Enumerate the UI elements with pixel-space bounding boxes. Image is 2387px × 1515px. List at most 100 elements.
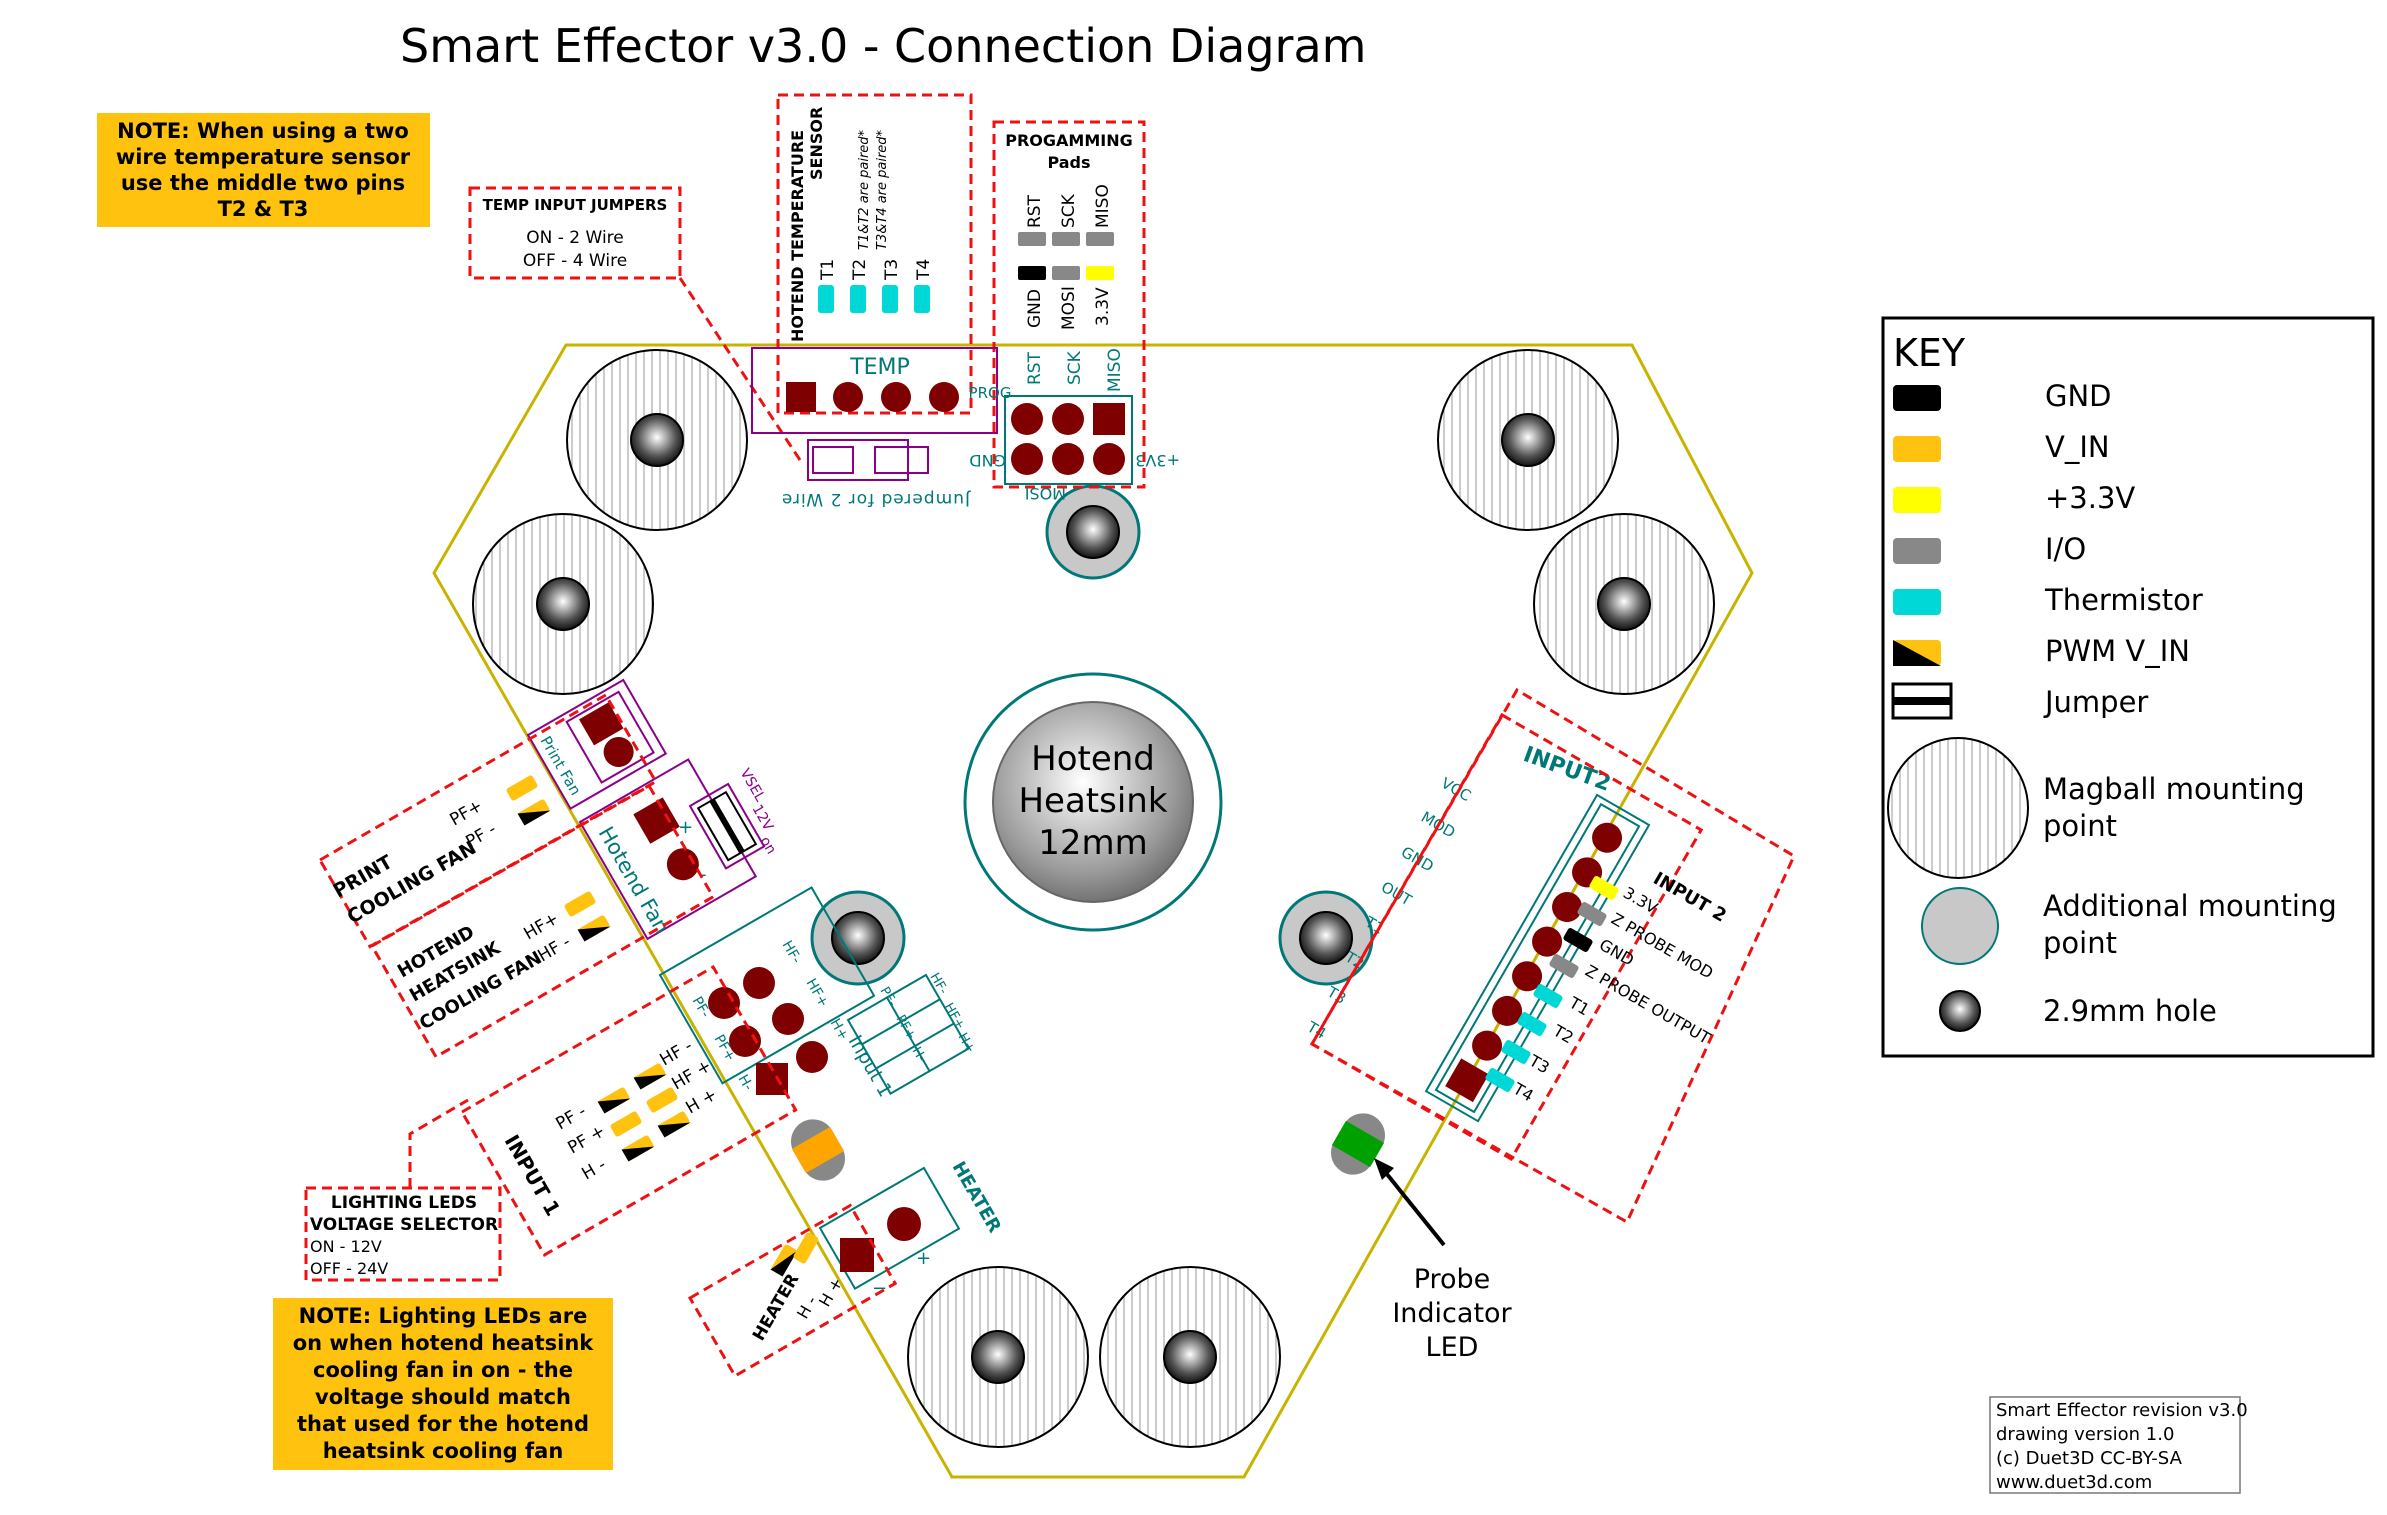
- svg-text:LED: LED: [1426, 1332, 1479, 1363]
- svg-text:H-: H-: [909, 1045, 929, 1065]
- svg-text:H+: H+: [955, 1031, 978, 1056]
- svg-text:H +: H +: [815, 1274, 847, 1310]
- legend-magball: Magball mounting point: [1887, 737, 2305, 879]
- svg-text:GND: GND: [1025, 289, 1045, 328]
- mounting-holes: [536, 413, 1651, 1384]
- svg-text:I/O: I/O: [2045, 532, 2086, 566]
- svg-text:RST: RST: [1025, 194, 1045, 228]
- svg-text:VOLTAGE SELECTOR: VOLTAGE SELECTOR: [310, 1215, 498, 1235]
- svg-text:V_IN: V_IN: [2045, 430, 2110, 464]
- svg-text:Input 1: Input 1: [844, 1032, 897, 1101]
- note-lighting: NOTE: Lighting LEDs are on when hotend h…: [273, 1298, 613, 1470]
- svg-text:+: +: [678, 817, 693, 838]
- svg-text:Jumper: Jumper: [2043, 685, 2148, 719]
- svg-text:www.duet3d.com: www.duet3d.com: [1996, 1472, 2152, 1493]
- page-title: Smart Effector v3.0 - Connection Diagram: [400, 19, 1366, 73]
- svg-text:+3.3V: +3.3V: [2045, 481, 2135, 515]
- legend-gnd: GND: [1893, 379, 2112, 413]
- svg-text:PROG: PROG: [969, 384, 1012, 402]
- svg-text:PF+: PF+: [893, 1013, 919, 1043]
- legend-33v: +3.3V: [1893, 481, 2135, 515]
- svg-text:that used for the hotend: that used for the hotend: [297, 1412, 589, 1436]
- svg-text:NOTE: Lighting LEDs are: NOTE: Lighting LEDs are: [299, 1304, 588, 1328]
- svg-text:cooling fan in on - the: cooling fan in on - the: [313, 1358, 573, 1382]
- svg-text:H -: H -: [579, 1155, 610, 1184]
- lighting-box: LIGHTING LEDS VOLTAGE SELECTOR ON - 12V …: [304, 1098, 502, 1282]
- svg-text:H +: H +: [683, 1085, 721, 1119]
- svg-text:HF-: HF-: [779, 938, 805, 966]
- legend-vin: V_IN: [1893, 430, 2110, 464]
- svg-text:Indicator: Indicator: [1392, 1298, 1512, 1329]
- svg-text:-: -: [700, 864, 707, 885]
- svg-text:VSEL: VSEL: [737, 766, 769, 805]
- svg-text:VCC: VCC: [1438, 774, 1474, 805]
- svg-text:PROGAMMING: PROGAMMING: [1005, 131, 1132, 150]
- svg-text:T3&T4 are paired*: T3&T4 are paired*: [875, 129, 890, 250]
- svg-text:Additional mounting: Additional mounting: [2043, 889, 2337, 923]
- svg-text:KEY: KEY: [1893, 331, 1966, 375]
- svg-text:Magball mounting: Magball mounting: [2043, 772, 2305, 806]
- svg-text:+3V3: +3V3: [1135, 451, 1180, 470]
- svg-text:(c) Duet3D CC-BY-SA: (c) Duet3D CC-BY-SA: [1996, 1448, 2183, 1469]
- svg-text:Thermistor: Thermistor: [2044, 583, 2203, 617]
- svg-text:PWM V_IN: PWM V_IN: [2045, 634, 2190, 668]
- svg-text:wire temperature sensor: wire temperature sensor: [116, 145, 411, 169]
- probe-led: [1331, 1113, 1385, 1175]
- svg-text:T3: T3: [882, 259, 902, 281]
- svg-text:TEMP: TEMP: [849, 355, 910, 380]
- svg-text:SCK: SCK: [1065, 350, 1085, 385]
- svg-text:SENSOR: SENSOR: [807, 107, 826, 180]
- prog-header: RST SCK MISO GND MOSI +3V3: [969, 348, 1180, 503]
- svg-text:GND: GND: [1596, 935, 1637, 970]
- svg-text:−: −: [872, 1278, 887, 1299]
- svg-text:INPUT2: INPUT2: [1520, 742, 1614, 797]
- svg-text:Pads: Pads: [1047, 153, 1090, 172]
- svg-text:MOSI: MOSI: [1025, 484, 1066, 503]
- svg-text:SCK: SCK: [1059, 193, 1079, 228]
- svg-text:ON - 12V: ON - 12V: [310, 1237, 382, 1256]
- input1-box: INPUT 1 PF - PF + H - HF - HF + H +: [459, 964, 798, 1257]
- svg-text:MOSI: MOSI: [1059, 286, 1079, 330]
- hotend-temp-box: HOTEND TEMPERATURE SENSOR T1&T2 are pair…: [776, 93, 973, 415]
- svg-text:GND: GND: [2045, 379, 2112, 413]
- svg-text:HF-: HF-: [927, 971, 951, 998]
- svg-text:HF+: HF+: [803, 976, 832, 1010]
- svg-text:point: point: [2043, 809, 2117, 843]
- svg-text:PF-: PF-: [877, 985, 900, 1010]
- svg-text:T1: T1: [818, 259, 838, 281]
- legend-io: I/O: [1893, 532, 2086, 566]
- svg-text:OFF - 24V: OFF - 24V: [310, 1259, 388, 1278]
- svg-text:LIGHTING LEDS: LIGHTING LEDS: [331, 1193, 477, 1213]
- svg-text:Hotend: Hotend: [1031, 739, 1155, 779]
- svg-text:MISO: MISO: [1105, 348, 1125, 392]
- svg-text:HF+: HF+: [941, 1001, 968, 1033]
- probe-label: Probe Indicator LED: [1374, 1158, 1513, 1363]
- svg-text:voltage should match: voltage should match: [315, 1385, 571, 1409]
- temp-header: TEMP PROG Jumpered for 2 Wire: [751, 347, 1012, 509]
- legend-thermistor: Thermistor: [1893, 583, 2203, 617]
- svg-text:T1: T1: [1565, 993, 1593, 1020]
- credits: Smart Effector revision v3.0 drawing ver…: [1989, 1396, 2248, 1494]
- svg-text:use the middle two pins: use the middle two pins: [121, 171, 405, 195]
- svg-text:TEMP INPUT JUMPERS: TEMP INPUT JUMPERS: [483, 196, 668, 214]
- svg-text:3.3V: 3.3V: [1093, 287, 1113, 326]
- svg-text:H-: H-: [735, 1072, 757, 1094]
- temp-jumpers-box: TEMP INPUT JUMPERS ON - 2 Wire OFF - 4 W…: [468, 186, 802, 461]
- additional-mounting-points: [810, 484, 1374, 986]
- svg-text:Heatsink: Heatsink: [1018, 781, 1167, 821]
- fan-connectors: Print Fan Hotend Fan + - VSEL 12V on: [526, 678, 780, 941]
- svg-text:NOTE: When using a two: NOTE: When using a two: [117, 119, 409, 143]
- legend-additional: Additional mounting point: [1921, 887, 2337, 965]
- svg-text:on: on: [757, 834, 780, 857]
- svg-text:T4: T4: [914, 259, 934, 281]
- svg-text:GND: GND: [969, 451, 1006, 470]
- svg-text:HOTEND TEMPERATURE: HOTEND TEMPERATURE: [788, 130, 807, 342]
- svg-text:ON - 2 Wire: ON - 2 Wire: [526, 228, 624, 248]
- svg-text:RST: RST: [1025, 351, 1045, 385]
- svg-text:2.9mm hole: 2.9mm hole: [2043, 994, 2217, 1028]
- svg-text:12mm: 12mm: [1038, 823, 1148, 863]
- svg-text:OUT: OUT: [1378, 878, 1415, 910]
- svg-text:T2 & T3: T2 & T3: [218, 197, 309, 221]
- svg-text:drawing version 1.0: drawing version 1.0: [1996, 1424, 2174, 1445]
